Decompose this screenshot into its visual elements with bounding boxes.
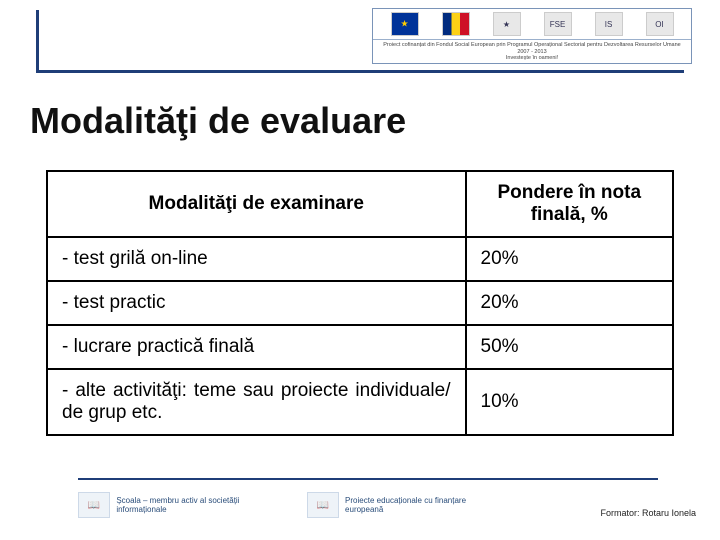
banner-caption-line1: Proiect cofinanțat din Fondul Social Eur… [377,42,687,55]
table-header-row: Modalităţi de examinare Pondere în nota … [47,171,673,237]
table-row: - test practic 20% [47,281,673,325]
table-row: - lucrare practică finală 50% [47,325,673,369]
table-row: - alte activităţi: teme sau proiecte ind… [47,369,673,435]
ro-flag-icon [442,12,470,36]
slide: ★ FSE IS OI Proiect cofinanțat din Fondu… [0,0,720,540]
eu-flag-icon [391,12,419,36]
footer-logo-row: 📖 Școala – membru activ al societății in… [78,486,498,524]
footer-logo-2-text: Proiecte educaționale cu finanțare europ… [345,496,498,514]
table-cell-value: 20% [466,237,674,281]
table-header-left: Modalităţi de examinare [47,171,466,237]
table-cell-label: - test practic [47,281,466,325]
page-title: Modalităţi de evaluare [30,100,406,142]
table-cell-label: - test grilă on-line [47,237,466,281]
formator-credit: Formator: Rotaru Ionela [600,508,696,518]
is-logo-icon: IS [595,12,623,36]
evaluation-table: Modalităţi de examinare Pondere în nota … [46,170,674,436]
top-horizontal-rule [36,70,684,73]
banner-caption-line2: Investește în oameni! [377,55,687,62]
table-cell-value: 20% [466,281,674,325]
table-cell-label: - alte activităţi: teme sau proiecte ind… [47,369,466,435]
header-banner: ★ FSE IS OI Proiect cofinanțat din Fondu… [372,8,692,64]
table-header-right: Pondere în nota finală, % [466,171,674,237]
table-cell-value: 10% [466,369,674,435]
footer-logo-2: 📖 Proiecte educaționale cu finanțare eur… [307,492,498,518]
top-left-vertical-rule [36,10,39,73]
book-icon: 📖 [78,492,110,518]
oi-logo-icon: OI [646,12,674,36]
banner-caption: Proiect cofinanțat din Fondul Social Eur… [373,39,691,64]
fse-logo-icon: FSE [544,12,572,36]
table-cell-value: 50% [466,325,674,369]
banner-logo-row: ★ FSE IS OI [373,9,691,39]
table-cell-label: - lucrare practică finală [47,325,466,369]
footer-logo-1-text: Școala – membru activ al societății info… [116,496,282,514]
footer-logo-1: 📖 Școala – membru activ al societății in… [78,492,283,518]
book-icon: 📖 [307,492,339,518]
table-row: - test grilă on-line 20% [47,237,673,281]
partner-logo-icon: ★ [493,12,521,36]
bottom-horizontal-rule [78,478,658,480]
